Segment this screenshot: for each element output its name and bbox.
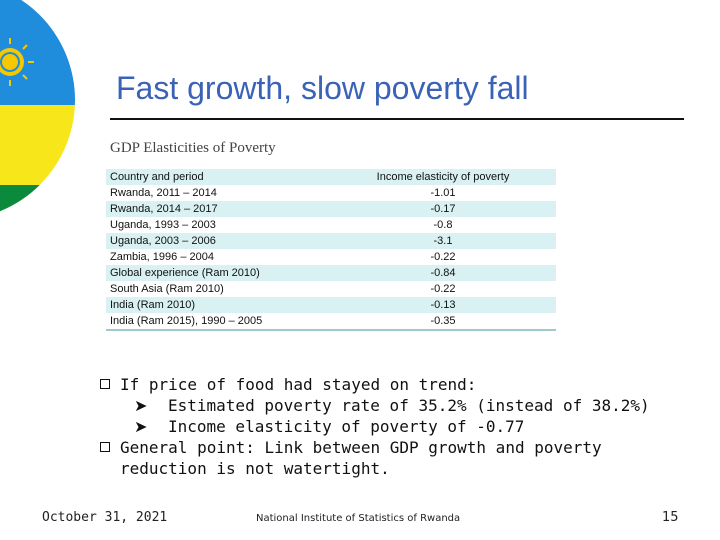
square-bullet-icon — [100, 442, 110, 452]
arrow-bullet-icon: ➤ — [134, 417, 148, 436]
arrow-bullet-icon: ➤ — [134, 396, 148, 415]
elasticity-cell: -0.84 — [430, 267, 456, 279]
country-cell: Rwanda, 2011 – 2014 — [110, 187, 217, 199]
elasticity-cell: -3.1 — [433, 235, 453, 247]
table-row: Rwanda, 2011 – 2014 -1.01 — [106, 185, 556, 201]
bullet-text: If price of food had stayed on trend: — [120, 375, 477, 394]
footer-date: October 31, 2021 — [42, 510, 168, 525]
table-row: South Asia (Ram 2010) -0.22 — [106, 281, 556, 297]
bullet-item: If price of food had stayed on trend: — [100, 374, 650, 395]
country-cell: India (Ram 2015), 1990 – 2005 — [106, 313, 330, 331]
elasticity-cell: -0.35 — [330, 313, 556, 331]
column-header-country: Country and period — [110, 171, 204, 183]
country-cell: Rwanda, 2014 – 2017 — [110, 203, 218, 215]
rwanda-flag-icon — [0, 0, 75, 220]
square-bullet-icon — [100, 379, 110, 389]
bullet-text: General point: Link between GDP growth a… — [120, 438, 602, 457]
country-cell: Uganda, 1993 – 2003 — [110, 219, 216, 231]
bullet-item: General point: Link between GDP growth a… — [100, 437, 650, 458]
slide-title: Fast growth, slow poverty fall — [116, 70, 529, 106]
country-cell: Global experience (Ram 2010) — [110, 267, 260, 279]
elasticity-cell: -0.22 — [430, 283, 456, 295]
sub-bullet-item: ➤ Income elasticity of poverty of -0.77 — [100, 416, 650, 437]
country-cell: South Asia (Ram 2010) — [110, 283, 224, 295]
page-number: 15 — [662, 510, 679, 525]
elasticity-cell: -1.01 — [430, 187, 456, 199]
table-row: Uganda, 1993 – 2003 -0.8 — [106, 217, 556, 233]
elasticity-figure: GDP Elasticities of Poverty Country and … — [106, 134, 560, 331]
sun-icon — [0, 38, 34, 86]
bullet-list: If price of food had stayed on trend: ➤ … — [100, 374, 650, 479]
table-row: India (Ram 2010) -0.13 — [106, 297, 556, 313]
table-row: Global experience (Ram 2010) -0.84 — [106, 265, 556, 281]
elasticity-cell: -0.8 — [433, 219, 453, 231]
sub-bullet-item: ➤ Estimated poverty rate of 35.2% (inste… — [100, 395, 650, 416]
title-divider — [110, 118, 684, 120]
column-header-elasticity: Income elasticity of poverty — [376, 171, 510, 183]
bullet-text: reduction is not watertight. — [120, 459, 390, 478]
country-cell: Uganda, 2003 – 2006 — [110, 235, 216, 247]
table-row: Zambia, 1996 – 2004 -0.22 — [106, 249, 556, 265]
elasticity-table: Country and period Income elasticity of … — [106, 169, 556, 331]
table-row: India (Ram 2015), 1990 – 2005 -0.35 — [106, 313, 556, 331]
bullet-continuation: reduction is not watertight. — [100, 458, 650, 479]
elasticity-cell: -0.17 — [430, 203, 456, 215]
table-row: Uganda, 2003 – 2006 -3.1 — [106, 233, 556, 249]
table-header-row: Country and period Income elasticity of … — [106, 169, 556, 185]
sub-bullet-text: Estimated poverty rate of 35.2% (instead… — [168, 396, 650, 415]
country-cell: India (Ram 2010) — [110, 299, 195, 311]
table-row: Rwanda, 2014 – 2017 -0.17 — [106, 201, 556, 217]
country-cell: Zambia, 1996 – 2004 — [110, 251, 214, 263]
sub-bullet-text: Income elasticity of poverty of -0.77 — [168, 417, 525, 436]
footer-organization: National Institute of Statistics of Rwan… — [256, 513, 461, 524]
elasticity-cell: -0.13 — [430, 299, 456, 311]
figure-title: GDP Elasticities of Poverty — [110, 140, 276, 156]
elasticity-cell: -0.22 — [430, 251, 456, 263]
